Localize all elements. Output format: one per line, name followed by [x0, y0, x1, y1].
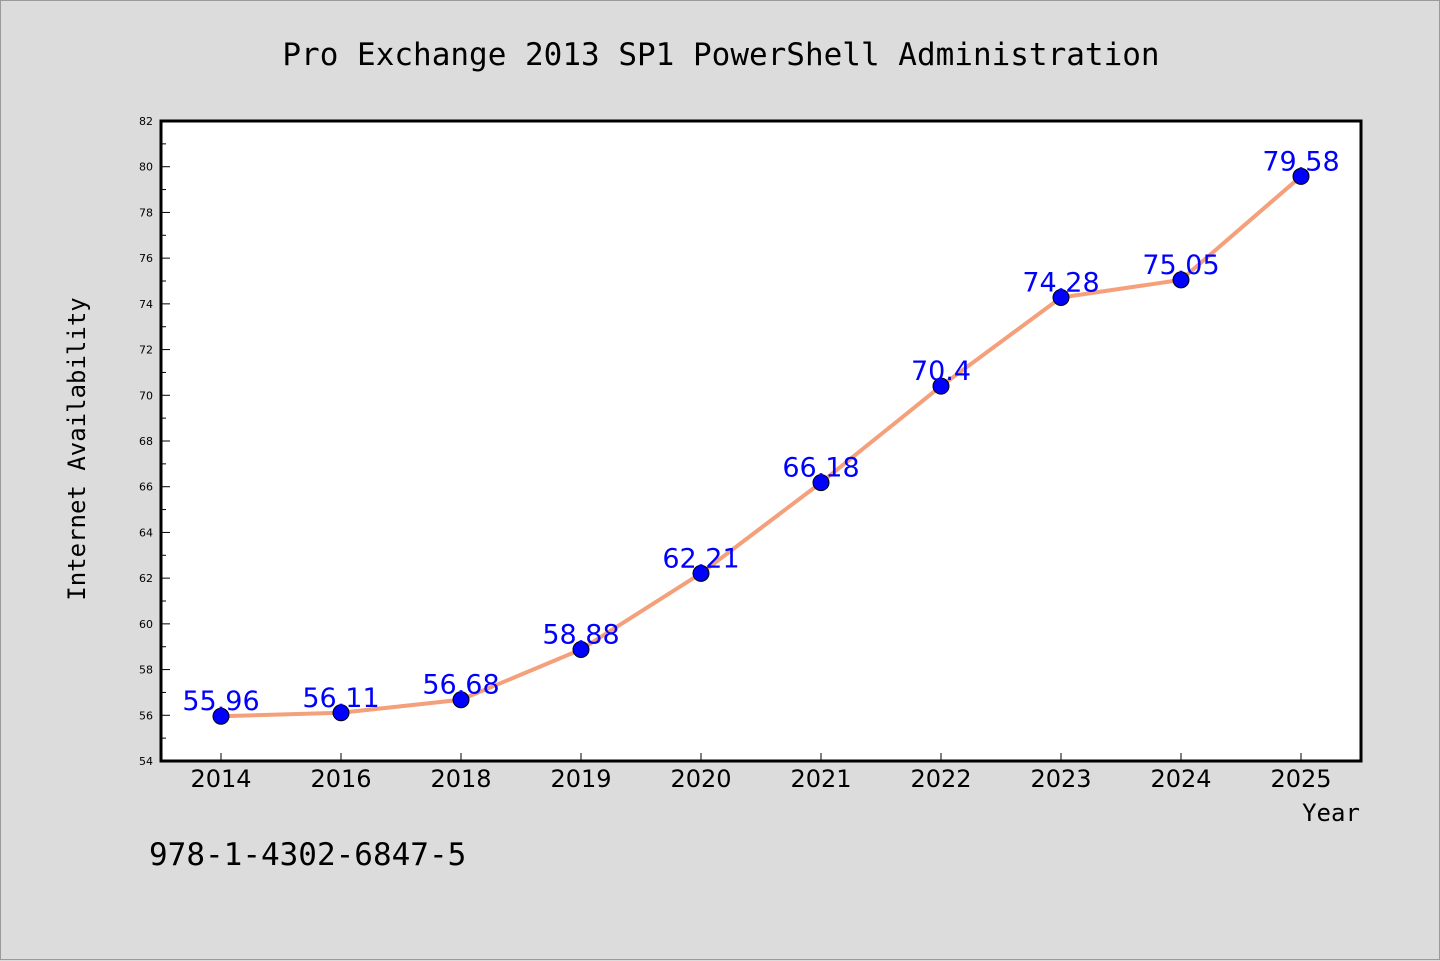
data-labels: 55.96 56.11 56.68 58.88 62.21 66.18 70.4 74.28 7…	[182, 146, 1339, 717]
data-point	[1172, 271, 1190, 289]
data-label: 56.68	[422, 670, 499, 701]
plot-area	[159, 119, 1363, 763]
y-tick-label: 58	[139, 664, 153, 677]
x-tick-label: 2014	[190, 765, 251, 793]
data-label: 74.28	[1022, 267, 1099, 298]
data-label: 62.21	[662, 543, 739, 574]
x-tick-label: 2025	[1270, 765, 1331, 793]
y-tick-label: 80	[139, 161, 153, 174]
y-tick-label: 76	[139, 252, 153, 265]
x-axis: 2014 2016 2018 2019 2020 2021 2022 2023 2024 2025	[190, 753, 1332, 793]
y-tick-label: 70	[139, 389, 153, 402]
x-tick-label: 2019	[550, 765, 611, 793]
y-tick-label: 74	[139, 298, 153, 311]
x-tick-label: 2021	[790, 765, 851, 793]
data-label: 75.05	[1142, 250, 1219, 281]
series-markers	[212, 167, 1310, 725]
x-tick-label: 2016	[310, 765, 371, 793]
x-tick-label: 2018	[430, 765, 491, 793]
y-tick-label: 54	[139, 755, 153, 768]
x-tick-label: 2020	[670, 765, 731, 793]
data-label: 66.18	[782, 453, 859, 484]
data-point	[1052, 288, 1070, 306]
y-tick-label: 64	[139, 526, 153, 539]
y-tick-label: 82	[139, 115, 153, 128]
data-label: 56.11	[302, 683, 379, 714]
data-point	[1292, 167, 1310, 185]
chart-title: Pro Exchange 2013 SP1 PowerShell Adminis…	[282, 37, 1159, 73]
data-point	[692, 564, 710, 582]
data-point	[812, 474, 830, 492]
data-point	[212, 707, 230, 725]
y-tick-label: 62	[139, 572, 153, 585]
isbn-text: 978-1-4302-6847-5	[149, 837, 466, 873]
data-point	[932, 377, 950, 395]
data-label: 55.96	[182, 686, 259, 717]
data-label: 79.58	[1262, 146, 1339, 177]
y-axis-label: Internet Availability	[63, 297, 91, 600]
x-axis-label: Year	[1302, 799, 1360, 827]
data-label: 70.4	[911, 356, 971, 387]
x-tick-label: 2024	[1150, 765, 1211, 793]
y-tick-label: 68	[139, 435, 153, 448]
data-point	[332, 704, 350, 722]
data-point	[452, 691, 470, 709]
y-tick-label: 66	[139, 481, 153, 494]
y-tick-label: 60	[139, 618, 153, 631]
x-tick-label: 2022	[910, 765, 971, 793]
y-tick-label: 78	[139, 206, 153, 219]
y-tick-label: 72	[139, 344, 153, 357]
y-axis: 54 56 58 60 62 64 66 68 70 72 74 76 78 80 82	[139, 115, 170, 768]
y-tick-label: 56	[139, 709, 153, 722]
series-line	[220, 174, 1303, 719]
data-label: 58.88	[542, 619, 619, 650]
x-tick-label: 2023	[1030, 765, 1091, 793]
data-point	[572, 640, 590, 658]
